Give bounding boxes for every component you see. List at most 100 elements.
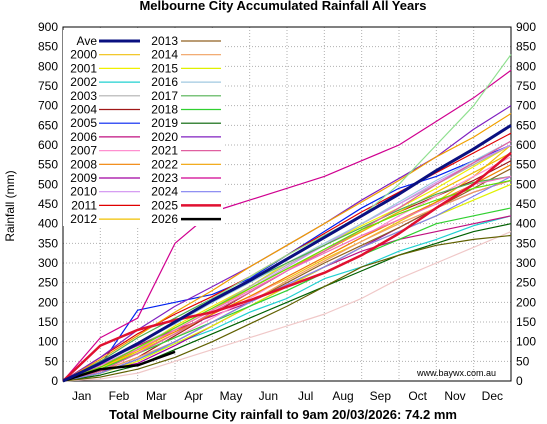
x-ticks: Jan Feb Mar Apr May Jun Jul Aug Sep Oct Nov Dec: [72, 389, 503, 403]
series-line-2026: [62, 350, 176, 383]
legend-label: 2016: [151, 75, 178, 89]
x-tick-label: Apr: [184, 389, 203, 403]
legend-label: 2000: [70, 48, 97, 62]
x-tick-label: Feb: [109, 389, 130, 403]
y-tick-label-right: 400: [516, 217, 536, 231]
y-tick-label-right: 50: [516, 354, 530, 368]
x-tick-label: Jun: [259, 389, 278, 403]
y-tick-label-left: 350: [38, 236, 58, 250]
legend-label: 2010: [70, 185, 97, 199]
legend-label: 2007: [70, 144, 97, 158]
y-tick-label-right: 850: [516, 40, 536, 54]
y-tick-label-left: 850: [38, 40, 58, 54]
legend-label: 2013: [151, 34, 178, 48]
y-tick-label-right: 900: [516, 20, 536, 34]
y-axis-label: Rainfall (mm): [3, 170, 17, 241]
legend-label: 2004: [70, 103, 97, 117]
y-tick-label-right: 600: [516, 138, 536, 152]
series-line-2022: [62, 113, 512, 382]
x-tick-label: Nov: [444, 389, 465, 403]
y-tick-label-left: 300: [38, 256, 58, 270]
y-tick-label-right: 350: [516, 236, 536, 250]
y-tick-label-right: 100: [516, 335, 536, 349]
legend-label: 2025: [151, 198, 178, 212]
series-line-2025: [62, 151, 512, 382]
y-tick-label-left: 550: [38, 158, 58, 172]
x-tick-label: Oct: [408, 389, 427, 403]
legend-box: [63, 30, 223, 226]
y-tick-label-right: 150: [516, 315, 536, 329]
legend-label: 2023: [151, 171, 178, 185]
y-tick-label-left: 0: [51, 374, 58, 388]
y-tick-label-left: 500: [38, 177, 58, 191]
legend-label: 2017: [151, 89, 178, 103]
y-tick-label-left: 750: [38, 79, 58, 93]
legend-label: 2009: [70, 171, 97, 185]
y-tick-label-left: 150: [38, 315, 58, 329]
legend: Ave2000200120022003200420052006200720082…: [63, 30, 223, 226]
y-tick-label-left: 200: [38, 295, 58, 309]
legend-label: 2001: [70, 61, 97, 75]
x-tick-label: Mar: [146, 389, 167, 403]
chart-title: Melbourne City Accumulated Rainfall All …: [139, 0, 426, 13]
y-tick-label-right: 800: [516, 59, 536, 73]
y-tick-label-right: 0: [516, 374, 523, 388]
legend-label: 2020: [151, 130, 178, 144]
legend-label: 2002: [70, 75, 97, 89]
y-tick-label-right: 300: [516, 256, 536, 270]
series-line-2024: [62, 175, 512, 382]
y-tick-label-left: 900: [38, 20, 58, 34]
legend-label: 2006: [70, 130, 97, 144]
series-line-2017: [62, 175, 512, 382]
y-tick-label-right: 250: [516, 276, 536, 290]
legend-label: 2021: [151, 144, 178, 158]
legend-label: 2005: [70, 116, 97, 130]
y-tick-label-left: 700: [38, 99, 58, 113]
y-ticks-right: 0 50 100 150 200 250 300 350 400 450 500 550 600 650 7…: [516, 20, 536, 388]
legend-label: 2014: [151, 48, 178, 62]
y-tick-label-left: 250: [38, 276, 58, 290]
y-tick-label-left: 600: [38, 138, 58, 152]
legend-label: 2026: [151, 212, 178, 226]
legend-label: 2024: [151, 185, 178, 199]
legend-label: Ave: [77, 34, 98, 48]
legend-label: 2008: [70, 157, 97, 171]
series-line-unlabeled-30: [62, 179, 512, 382]
y-ticks-left: 0 50 100 150 200 250 300 350 400 450 500 550 600 650 7…: [38, 20, 58, 388]
y-tick-label-right: 500: [516, 177, 536, 191]
y-tick-label-right: 200: [516, 295, 536, 309]
series-line-2023: [62, 69, 512, 382]
y-tick-label-left: 650: [38, 118, 58, 132]
y-tick-label-right: 700: [516, 99, 536, 113]
x-tick-label: May: [220, 389, 243, 403]
y-tick-label-left: 800: [38, 59, 58, 73]
series-line-unlabeled-29: [62, 175, 512, 382]
y-tick-label-right: 750: [516, 79, 536, 93]
credit-text: www.baywx.com.au: [416, 368, 496, 378]
series-line-unlabeled-31: [62, 230, 512, 382]
x-tick-label: Sep: [370, 389, 392, 403]
series-lines: [62, 54, 512, 383]
series-line-unlabeled-32: [62, 234, 512, 382]
x-tick-label: Jul: [298, 389, 313, 403]
y-tick-label-left: 50: [45, 354, 59, 368]
y-tick-label-left: 450: [38, 197, 58, 211]
x-axis-title: Total Melbourne City rainfall to 9am 20/…: [109, 407, 457, 422]
legend-label: 2022: [151, 157, 178, 171]
x-tick-label: Aug: [332, 389, 353, 403]
legend-label: 2019: [151, 116, 178, 130]
series-line-ave: [62, 124, 512, 383]
legend-label: 2003: [70, 89, 97, 103]
legend-label: 2012: [70, 212, 97, 226]
y-tick-label-left: 100: [38, 335, 58, 349]
legend-label: 2015: [151, 61, 178, 75]
y-tick-label-right: 450: [516, 197, 536, 211]
y-tick-label-right: 550: [516, 158, 536, 172]
x-tick-label: Jan: [72, 389, 91, 403]
legend-label: 2011: [71, 198, 97, 212]
legend-label: 2018: [151, 103, 178, 117]
y-tick-label-right: 650: [516, 118, 536, 132]
x-tick-label: Dec: [482, 389, 503, 403]
y-tick-label-left: 400: [38, 217, 58, 231]
